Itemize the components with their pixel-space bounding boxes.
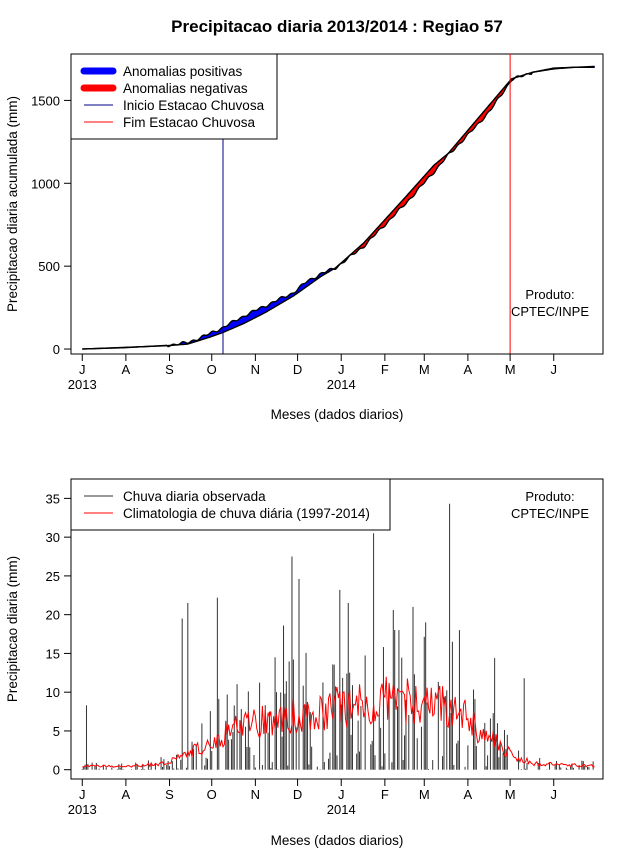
cumulative-x-tick-label: J — [550, 362, 557, 377]
cumulative-year-label: 2014 — [327, 377, 356, 392]
daily-y-tick-label: 30 — [46, 530, 60, 545]
daily-y-tick-label: 15 — [46, 646, 60, 661]
daily-y-tick-label: 10 — [46, 685, 60, 700]
daily-y-tick-label: 25 — [46, 569, 60, 584]
legend-positive: Anomalias positivas — [123, 64, 243, 79]
daily-year-label: 2013 — [68, 802, 97, 817]
daily-x-tick-label: J — [79, 787, 86, 802]
legend-end: Fim Estacao Chuvosa — [123, 115, 256, 130]
legend-climatology: Climatologia de chuva diária (1997-2014) — [123, 506, 370, 521]
cumulative-x-label: Meses (dados diarios) — [271, 407, 404, 422]
legend-negative: Anomalias negativas — [123, 81, 248, 96]
chart-title: Precipitacao diaria 2013/2014 : Regiao 5… — [171, 17, 503, 36]
daily-year-label: 2014 — [327, 802, 356, 817]
daily-y-tick-label: 5 — [53, 724, 60, 739]
daily-legend: Chuva diaria observada Climatologia de c… — [70, 478, 391, 531]
cumulative-x-tick-label: A — [122, 362, 131, 377]
cumulative-x-tick-label: M — [419, 362, 430, 377]
daily-product-label: Produto: — [525, 489, 574, 504]
cumulative-y-label: Precipitacao diaria acumulada (mm) — [5, 96, 20, 312]
cumulative-x-tick-label: M — [505, 362, 516, 377]
daily-x-tick-label: O — [207, 787, 217, 802]
legend-observed: Chuva diaria observada — [123, 489, 266, 504]
daily-x-tick-label: N — [251, 787, 260, 802]
daily-x-tick-label: S — [165, 787, 174, 802]
daily-x-tick-label: J — [338, 787, 345, 802]
daily-x-tick-label: M — [505, 787, 516, 802]
cumulative-x-tick-label: F — [381, 362, 389, 377]
legend-onset: Inicio Estacao Chuvosa — [123, 98, 265, 113]
cumulative-product-label: Produto: — [525, 287, 574, 302]
cumulative-y-tick-label: 500 — [38, 259, 60, 274]
cumulative-y-tick-label: 1000 — [31, 176, 60, 191]
cumulative-x-tick-label: N — [251, 362, 260, 377]
daily-x-tick-label: A — [122, 787, 131, 802]
cumulative-x-tick-label: J — [79, 362, 86, 377]
daily-legend-box — [70, 478, 391, 531]
cumulative-x-tick-label: J — [338, 362, 345, 377]
daily-x-tick-label: F — [381, 787, 389, 802]
daily-x-tick-label: J — [550, 787, 557, 802]
daily-product-org: CPTEC/INPE — [511, 506, 589, 521]
cumulative-y-tick-label: 1500 — [31, 93, 60, 108]
climatology-daily-line — [82, 676, 595, 768]
daily-x-tick-label: M — [419, 787, 430, 802]
cumulative-y-tick-label: 0 — [53, 342, 60, 357]
daily-y-tick-label: 0 — [53, 763, 60, 778]
daily-x-tick-label: A — [464, 787, 473, 802]
cumulative-product-org: CPTEC/INPE — [511, 304, 589, 319]
daily-y-tick-label: 35 — [46, 491, 60, 506]
cumulative-year-label: 2013 — [68, 377, 97, 392]
cumulative-x-tick-label: S — [165, 362, 174, 377]
climatology-cumulative-line — [82, 66, 595, 350]
cumulative-x-tick-label: O — [207, 362, 217, 377]
cumulative-x-tick-label: D — [293, 362, 302, 377]
cumulative-legend: Anomalias positivas Anomalias negativas … — [70, 53, 278, 140]
cumulative-x-tick-label: A — [464, 362, 473, 377]
daily-y-label: Precipitacao diaria (mm) — [5, 556, 20, 702]
daily-y-tick-label: 20 — [46, 608, 60, 623]
daily-x-tick-label: D — [293, 787, 302, 802]
daily-x-label: Meses (dados diarios) — [271, 833, 404, 848]
